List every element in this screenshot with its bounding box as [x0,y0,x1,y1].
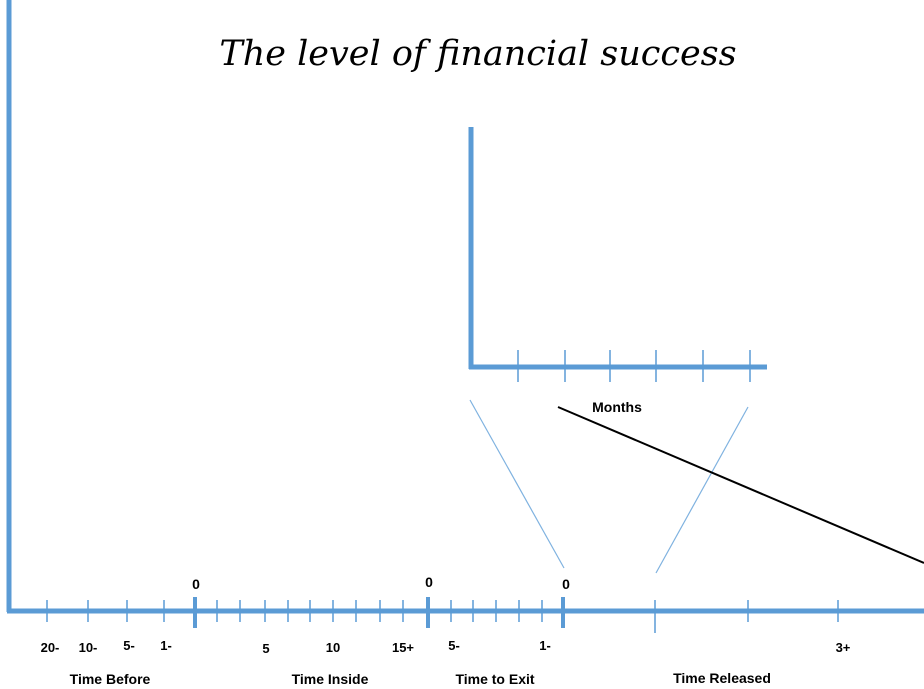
tick-label: 10- [79,640,98,655]
zoom-connector-right [655,406,749,574]
diagram-title: The level of financial success [219,34,736,74]
zoom-connector-left [469,399,565,569]
segment-label-time-before: Time Before [70,671,151,687]
tick-label: 15+ [392,640,414,655]
segment-label-time-to-exit: Time to Exit [455,671,534,687]
tick-label: 5- [123,638,135,653]
inset-ticks [517,350,751,382]
zero-marker: 0 [192,576,200,592]
boundary-ticks [193,597,565,628]
main-axis-ticks [46,600,839,633]
trend-line [557,406,924,564]
segment-label-time-inside: Time Inside [292,671,369,687]
segment-label-time-released: Time Released [673,670,771,686]
tick-label: 3+ [836,640,851,655]
tick-label: 1- [160,638,172,653]
zoom-connectors [469,399,749,574]
tick-label: 10 [326,640,340,655]
tick-label: 20- [41,640,60,655]
inset-axis-label: Months [592,399,642,415]
tick-label: 5 [262,641,269,656]
zero-marker: 0 [425,574,433,590]
tick-label: 5- [448,638,460,653]
inset-chart: Months [468,127,767,415]
tick-label: 1- [539,638,551,653]
zero-marker: 0 [562,576,570,592]
